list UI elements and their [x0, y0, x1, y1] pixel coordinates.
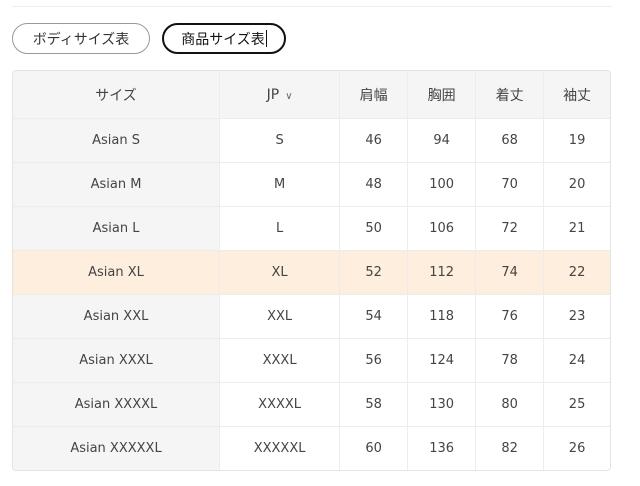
table-row[interactable]: Asian XXXXL XXXXL 58 130 80 25	[13, 383, 610, 427]
table-cell: 124	[408, 339, 477, 383]
table-cell: L	[220, 207, 341, 251]
table-row[interactable]: Asian M M 48 100 70 20	[13, 163, 610, 207]
table-cell: Asian S	[13, 119, 221, 163]
table-cell: 54	[340, 295, 409, 339]
header-size: サイズ	[13, 71, 221, 119]
tab-product-size-chart[interactable]: 商品サイズ表	[162, 23, 286, 54]
header-sleeve: 袖丈	[544, 71, 610, 119]
table-cell: 70	[476, 163, 545, 207]
table-cell: S	[220, 119, 341, 163]
table-cell: 50	[340, 207, 409, 251]
table-cell: 94	[408, 119, 477, 163]
text-cursor	[265, 30, 267, 47]
table-cell: 26	[568, 441, 586, 456]
divider	[12, 6, 612, 7]
table-cell: 56	[340, 339, 409, 383]
table-cell: XXXL	[220, 339, 341, 383]
table-cell: 130	[408, 383, 477, 427]
table-cell: 118	[408, 295, 477, 339]
table-row[interactable]: Asian L L 50 106 72 21	[13, 207, 610, 251]
table-row[interactable]: Asian XXL XXL 54 118 76 23	[13, 295, 610, 339]
table-cell: 112	[408, 251, 477, 295]
table-cell: Asian XXXXL	[13, 383, 221, 427]
table-row[interactable]: Asian XXXXXL XXXXXL 60 136 82 26	[13, 427, 610, 470]
table-cell: 58	[340, 383, 409, 427]
table-cell: 48	[340, 163, 409, 207]
table-cell: M	[220, 163, 341, 207]
header-shoulder: 肩幅	[340, 71, 409, 119]
table-cell: 72	[476, 207, 545, 251]
table-cell: 25	[544, 383, 610, 427]
unit-selector[interactable]: JP ∨	[220, 71, 341, 119]
table-row[interactable]: Asian XL XL 52 112 74 22	[13, 251, 610, 295]
table-cell: 68	[476, 119, 545, 163]
header-length: 着丈	[476, 71, 545, 119]
table-cell: 106	[408, 207, 477, 251]
size-table: サイズ JP ∨ 肩幅 胸囲 着丈 袖丈 Asian S S 46 94 68 19 Asia…	[12, 70, 611, 471]
table-cell: 60	[340, 427, 409, 470]
table-cell: 82	[476, 427, 545, 470]
table-cell: XL	[220, 251, 341, 295]
tab-label: ボディサイズ表	[32, 31, 130, 48]
table-cell: 19	[544, 119, 610, 163]
table-row[interactable]: Asian XXXL XXXL 56 124 78 24	[13, 339, 610, 383]
table-cell: 24	[544, 339, 610, 383]
table-cell: 23	[544, 295, 610, 339]
table-cell: XXXXXL	[220, 427, 341, 470]
table-cell: 76	[476, 295, 545, 339]
tab-label: 商品サイズ表	[181, 31, 265, 48]
table-cell: Asian XXXXXL	[13, 427, 221, 470]
header-chest: 胸囲	[408, 71, 477, 119]
table-cell: Asian XXL	[13, 295, 221, 339]
table-cell: XXL	[220, 295, 341, 339]
table-row[interactable]: Asian S S 46 94 68 19	[13, 119, 610, 163]
table-header-row: サイズ JP ∨ 肩幅 胸囲 着丈 袖丈	[13, 71, 610, 119]
table-cell: Asian XL	[13, 251, 221, 295]
tab-body-size-chart[interactable]: ボディサイズ表	[12, 23, 150, 54]
table-cell: 46	[340, 119, 409, 163]
table-cell: 21	[544, 207, 610, 251]
table-cell: 52	[340, 251, 409, 295]
table-cell: 22	[544, 251, 610, 295]
table-cell: 20	[544, 163, 610, 207]
table-cell: 78	[476, 339, 545, 383]
table-cell: 80	[476, 383, 545, 427]
table-cell: Asian M	[13, 163, 221, 207]
table-cell: 136	[408, 427, 477, 470]
table-cell: XXXXL	[220, 383, 341, 427]
unit-selector-label: JP	[266, 86, 280, 103]
table-cell: 100	[408, 163, 477, 207]
table-cell: 74	[476, 251, 545, 295]
chevron-down-icon: ∨	[285, 90, 293, 102]
table-cell: Asian XXXL	[13, 339, 221, 383]
table-cell: Asian L	[13, 207, 221, 251]
